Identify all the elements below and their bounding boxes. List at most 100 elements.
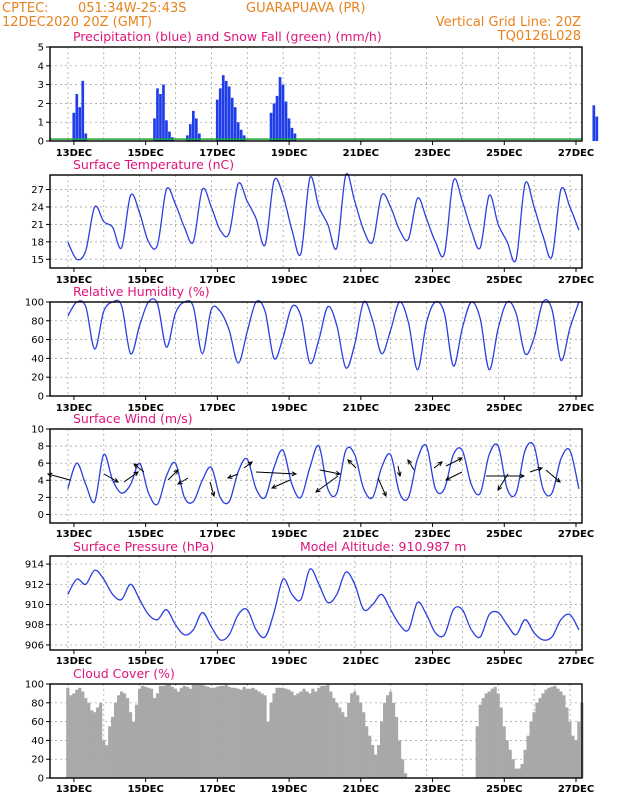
- header-coords: 051:34W-25:43S: [78, 1, 186, 16]
- wind-arrow-head: [497, 485, 503, 491]
- rh-frame: [49, 301, 583, 397]
- cloud-bar: [224, 684, 228, 778]
- cloud-bar: [308, 693, 312, 778]
- wind-arrow-head: [46, 472, 53, 478]
- pres-xtick-label: 13DEC: [56, 656, 92, 667]
- cloud-bar: [347, 702, 351, 778]
- cloud-bar: [362, 712, 366, 778]
- cloud-bar: [197, 684, 201, 778]
- cloud-bar: [179, 687, 183, 778]
- wind-xtick-label: 19DEC: [271, 529, 307, 540]
- cloud-xtick-label: 13DEC: [56, 784, 92, 795]
- precip-xtick-label: 13DEC: [56, 148, 92, 159]
- cloud-bar: [496, 693, 500, 778]
- wind-arrow: [497, 473, 509, 491]
- cloud-bar: [305, 691, 309, 778]
- cloud-bar: [84, 698, 88, 778]
- pres-ytick-label: 914: [25, 560, 44, 571]
- wind-title: Surface Wind (m/s): [73, 411, 193, 426]
- pres-xtick-label: 25DEC: [486, 656, 522, 667]
- precip-bar: [278, 77, 282, 141]
- cloud-bar: [490, 688, 494, 778]
- wind-arrow: [377, 477, 387, 497]
- cloud-bar: [517, 768, 521, 778]
- cloud-bar: [400, 759, 405, 778]
- cloud-xtick-label: 17DEC: [199, 784, 235, 795]
- pres-ytick-label: 908: [25, 620, 44, 631]
- header: CPTEC: 051:34W-25:43S GUARAPUAVA (PR) 12…: [2, 1, 581, 44]
- rh-xtick-label: 13DEC: [56, 403, 92, 414]
- precip-bar: [224, 80, 228, 141]
- cloud-bar: [353, 691, 357, 778]
- temp-title: Surface Temperature (nC): [73, 157, 234, 172]
- wind-arrow: [397, 465, 401, 477]
- cloud-bar: [72, 693, 76, 778]
- cloud-bar: [81, 691, 85, 778]
- pres-xtick-label: 23DEC: [414, 656, 450, 667]
- cloud-bar: [134, 704, 139, 778]
- precip-ytick-label: 2: [38, 99, 44, 110]
- precip-bar: [272, 103, 276, 141]
- temp-ytick-label: 21: [31, 220, 44, 231]
- cloud-bar: [284, 688, 288, 778]
- cloud-bar: [215, 686, 219, 778]
- cloud-bar: [108, 726, 112, 778]
- cloud-bar: [391, 702, 396, 778]
- cloud-bar: [185, 686, 189, 778]
- pres-xtick-label: 15DEC: [127, 656, 163, 667]
- rh-xtick-label: 25DEC: [486, 403, 522, 414]
- cloud-bar: [149, 688, 154, 778]
- temp-frame: [49, 174, 583, 269]
- precip-bar: [293, 133, 297, 141]
- cloud-bar: [105, 745, 109, 778]
- temp-ytick-label: 15: [31, 255, 44, 266]
- cloud-bar: [131, 721, 136, 778]
- wind-arrow-head: [555, 477, 561, 483]
- header-datetime: 12DEC2020 20Z (GMT): [2, 15, 152, 30]
- rh-xtick-label: 19DEC: [271, 403, 307, 414]
- cloud-bar: [173, 688, 178, 778]
- temp-line: [67, 172, 580, 263]
- cloud-ytick-label: 80: [31, 698, 44, 709]
- cloud-bar: [317, 687, 321, 778]
- wind-line: [67, 441, 580, 506]
- cloud-bar: [230, 687, 234, 778]
- cloud-bar: [203, 685, 207, 778]
- cloud-xtick-label: 19DEC: [271, 784, 307, 795]
- wind-arrow: [529, 467, 543, 473]
- precip-bar: [78, 107, 82, 141]
- wind-arrow: [167, 469, 179, 481]
- cloud-bar: [350, 693, 354, 778]
- cloud-bar: [338, 707, 342, 778]
- wind-arrow-head: [519, 473, 526, 479]
- cloud-xtick-label: 27DEC: [558, 784, 594, 795]
- cloud-bar: [161, 685, 166, 778]
- wind-arrow-head: [210, 491, 216, 498]
- pres-xtick-label: 19DEC: [271, 656, 307, 667]
- rh-xtick-label: 17DEC: [199, 403, 235, 414]
- cloud-bar: [314, 691, 318, 778]
- cloud-bar: [544, 689, 548, 778]
- cloud-bar: [397, 740, 402, 778]
- cloud-xtick-label: 21DEC: [343, 784, 379, 795]
- cloud-bar: [568, 721, 572, 778]
- cloud-title: Cloud Cover (%): [73, 666, 175, 681]
- wind-arrow-head: [437, 461, 443, 467]
- cloud-bar: [484, 693, 488, 778]
- precip-bar: [592, 105, 596, 141]
- precip-bar: [595, 116, 599, 141]
- wind-arrow-head: [270, 484, 277, 489]
- cloud-bar: [257, 691, 261, 778]
- wind-arrow: [227, 473, 239, 479]
- precip-bar: [236, 122, 240, 141]
- precip-bar: [192, 110, 195, 141]
- cloud-bar: [371, 745, 375, 778]
- cloud-bar: [302, 688, 306, 778]
- precip-xtick-label: 15DEC: [127, 148, 163, 159]
- cloud-bar: [75, 689, 79, 778]
- precip-ytick-label: 4: [38, 61, 44, 72]
- header-location: GUARAPUAVA (PR): [246, 1, 365, 16]
- cloud-bar: [158, 685, 163, 778]
- cloud-bar: [251, 687, 255, 778]
